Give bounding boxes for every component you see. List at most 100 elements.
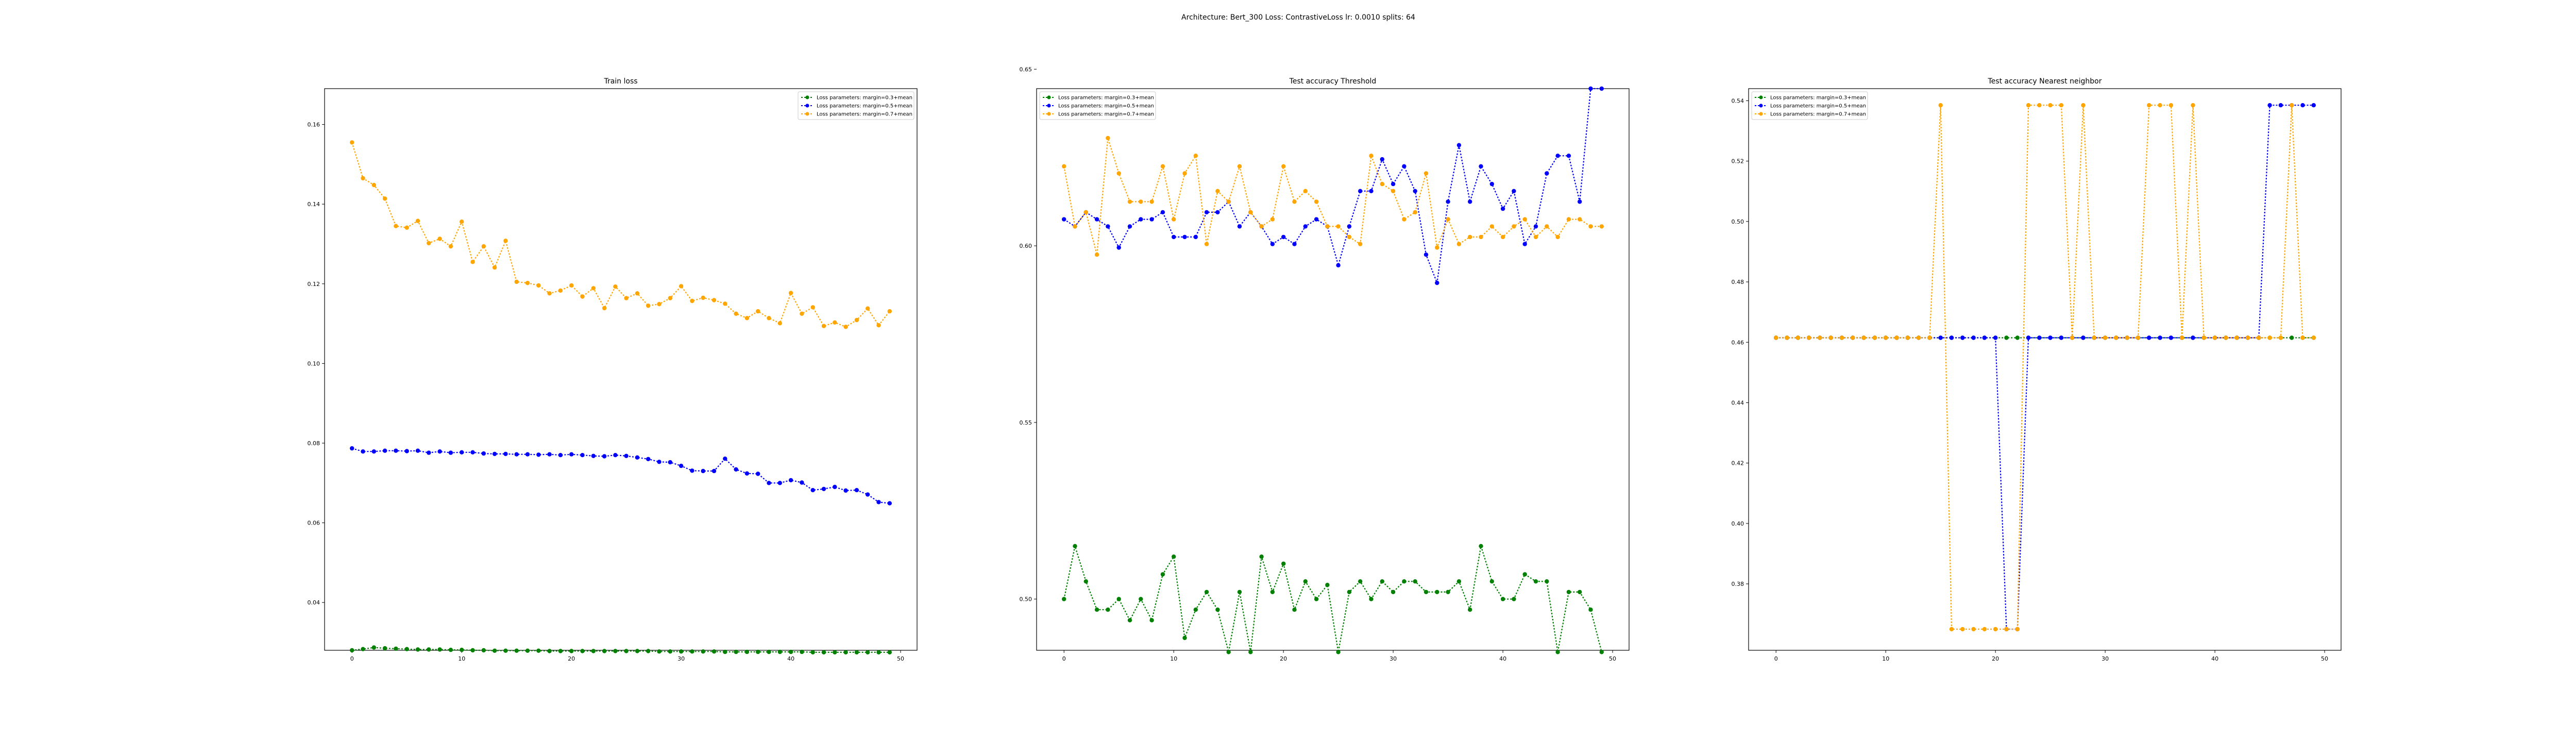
legend-box — [1751, 91, 1868, 120]
test-accuracy-nearest-neighbor-data-point — [1851, 335, 1855, 340]
test-accuracy-threshold-data-point — [1106, 224, 1110, 229]
test-accuracy-threshold-data-point — [1292, 242, 1297, 246]
test-accuracy-nearest-neighbor-data-point — [1806, 335, 1811, 340]
test-accuracy-threshold-data-point — [1402, 164, 1406, 168]
test-accuracy-nearest-neighbor-data-point — [1949, 627, 1954, 632]
train-loss-data-point — [460, 648, 464, 652]
train-loss-data-point — [690, 468, 694, 473]
test-accuracy-nearest-neighbor-axes-frame — [1748, 88, 2342, 651]
test-accuracy-threshold-data-point — [1599, 650, 1604, 654]
test-accuracy-nearest-neighbor-data-point — [1795, 335, 1800, 340]
test-accuracy-nearest-neighbor-data-point — [1960, 627, 1965, 632]
test-accuracy-threshold-data-point — [1314, 217, 1319, 222]
train-loss-data-point — [810, 650, 815, 655]
test-accuracy-threshold-data-point — [1358, 579, 1363, 584]
test-accuracy-threshold-data-point — [1347, 589, 1352, 595]
train-loss-data-point — [624, 453, 629, 458]
train-loss-data-point — [821, 324, 826, 328]
train-loss-data-point — [547, 649, 552, 653]
train-loss-data-point — [668, 296, 673, 300]
train-loss-data-point — [481, 648, 486, 653]
test-accuracy-nearest-neighbor-data-point — [2212, 335, 2217, 340]
test-accuracy-threshold-data-point — [1566, 589, 1571, 595]
train-loss-data-point — [701, 295, 705, 300]
x-tick-label: 0 — [350, 655, 354, 662]
test-accuracy-nearest-neighbor-data-point — [2125, 335, 2129, 340]
train-loss-data-point — [734, 311, 738, 316]
test-accuracy-threshold-data-point — [1303, 224, 1308, 229]
train-loss-data-point — [492, 648, 497, 653]
train-loss-data-point — [635, 455, 640, 460]
test-accuracy-threshold-data-point — [1237, 224, 1242, 229]
train-loss-data-point — [833, 320, 837, 325]
test-accuracy-threshold-data-point — [1479, 234, 1483, 240]
train-loss-data-point — [657, 649, 662, 654]
train-loss-data-point — [744, 471, 750, 476]
test-accuracy-threshold-data-point — [1555, 154, 1560, 158]
test-accuracy-threshold-data-point — [1237, 589, 1242, 595]
test-accuracy-threshold-data-point — [1545, 224, 1549, 229]
test-accuracy-nearest-neighbor-plot: Test accuracy Nearest neighbor 0 10 20 30 40 5… — [1732, 77, 2342, 662]
test-accuracy-threshold-data-point — [1380, 579, 1384, 584]
train-loss-data-point — [350, 648, 354, 653]
train-loss-data-point — [690, 298, 694, 303]
test-accuracy-threshold-data-point — [1292, 199, 1297, 204]
train-loss-data-point — [679, 463, 684, 468]
train-loss-data-point — [613, 649, 618, 653]
legend-marker — [1047, 95, 1051, 99]
test-accuracy-threshold-data-point — [1139, 597, 1143, 601]
test-accuracy-nearest-neighbor-data-point — [2037, 103, 2042, 108]
test-accuracy-nearest-neighbor-data-point — [1894, 335, 1899, 340]
test-accuracy-threshold-data-point — [1248, 210, 1253, 215]
train-loss-data-point — [624, 296, 629, 300]
train-loss-data-point — [788, 291, 793, 295]
test-accuracy-threshold-data-point — [1336, 263, 1341, 267]
train-loss-data-point — [744, 316, 750, 321]
test-accuracy-threshold-data-point — [1139, 217, 1143, 222]
legend-label: Loss parameters: margin=0.7+mean — [1058, 112, 1154, 117]
train-loss-data-point — [525, 452, 530, 457]
test-accuracy-nearest-neighbor-data-point — [1993, 627, 1998, 632]
test-accuracy-threshold-series-line-2 — [1063, 138, 1602, 255]
legend-box — [1039, 91, 1156, 120]
test-accuracy-threshold-data-point — [1522, 242, 1527, 246]
train-loss-data-point — [448, 450, 453, 455]
legend-marker — [1759, 112, 1763, 116]
test-accuracy-nearest-neighbor-series-line-2 — [1776, 105, 2314, 630]
train-loss-data-point — [613, 284, 618, 289]
train-loss-data-point — [525, 281, 530, 285]
test-accuracy-threshold-data-point — [1423, 589, 1429, 595]
test-accuracy-nearest-neighbor-data-point — [2048, 103, 2053, 108]
train-loss-data-point — [492, 265, 497, 270]
train-loss-data-point — [569, 283, 574, 288]
legend-label: Loss parameters: margin=0.7+mean — [817, 112, 912, 117]
test-accuracy-threshold-data-point — [1062, 597, 1066, 601]
test-accuracy-threshold-data-point — [1325, 224, 1330, 229]
train-loss-data-point — [427, 450, 431, 455]
test-accuracy-nearest-neighbor-data-point — [2147, 335, 2151, 340]
test-accuracy-threshold-data-point — [1139, 199, 1143, 204]
test-accuracy-nearest-neighbor-data-point — [1971, 335, 1976, 340]
test-accuracy-threshold-data-point — [1599, 86, 1604, 91]
train-loss-data-point — [437, 237, 442, 241]
train-loss-data-point — [514, 452, 519, 457]
test-accuracy-threshold-data-point — [1172, 234, 1176, 240]
test-accuracy-threshold-series-line-0 — [1063, 544, 1602, 652]
train-loss-data-point — [547, 452, 552, 457]
test-accuracy-nearest-neighbor-data-point — [1785, 335, 1789, 340]
y-tick-label: 0.44 — [1732, 399, 1744, 406]
x-tick-label: 10 — [1170, 655, 1177, 662]
legend-box — [798, 91, 914, 120]
test-accuracy-nearest-neighbor-data-point — [1949, 335, 1954, 340]
test-accuracy-threshold-data-point — [1489, 224, 1494, 229]
test-accuracy-threshold-data-point — [1347, 224, 1352, 229]
test-accuracy-nearest-neighbor-data-point — [2224, 335, 2228, 340]
test-accuracy-threshold-data-point — [1281, 234, 1286, 240]
x-tick-label: 30 — [2102, 655, 2109, 662]
train-loss-data-point — [613, 453, 618, 458]
test-accuracy-nearest-neighbor-data-point — [2278, 335, 2283, 340]
test-accuracy-nearest-neighbor-data-point — [2026, 335, 2031, 340]
y-tick-label: 0.60 — [1020, 243, 1032, 249]
test-accuracy-threshold-data-point — [1336, 650, 1341, 654]
test-accuracy-threshold-data-point — [1116, 597, 1121, 601]
